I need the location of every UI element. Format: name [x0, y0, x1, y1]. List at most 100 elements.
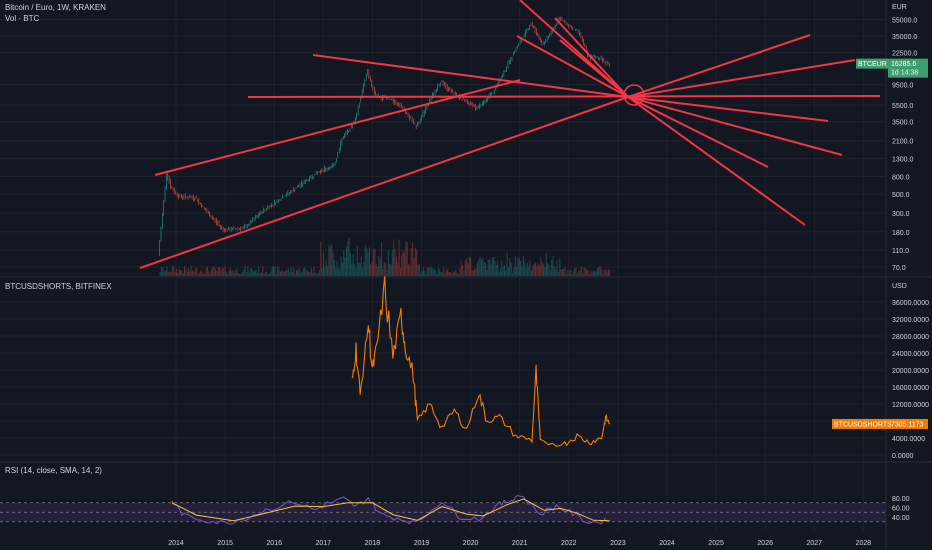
volume-bar: [351, 263, 353, 276]
volume-bar: [472, 270, 474, 276]
volume-bar: [509, 258, 511, 276]
volume-bar: [294, 273, 296, 276]
volume-bar: [536, 265, 538, 276]
volume-bar: [514, 256, 516, 276]
price-tick-label: 70.0: [892, 265, 906, 272]
volume-bar: [356, 245, 358, 276]
volume-bar: [314, 272, 316, 276]
rsi-title: RSI (14, close, SMA, 14, 2): [5, 466, 102, 475]
volume-bar: [576, 273, 578, 276]
volume-bar: [297, 270, 299, 276]
shorts-tick-label: 0.0000: [892, 453, 914, 460]
volume-bar: [256, 272, 258, 276]
volume-bar: [397, 262, 399, 276]
volume-bar: [609, 270, 611, 276]
volume-bar: [571, 273, 573, 276]
volume-bar: [175, 268, 177, 276]
volume-bar: [497, 260, 499, 276]
volume-bar: [529, 260, 531, 276]
shorts-tick-label: 28000.0000: [892, 334, 929, 341]
volume-bar: [227, 273, 229, 276]
volume-bar: [362, 268, 364, 276]
volume-bar: [278, 268, 280, 276]
volume-bar: [421, 271, 423, 276]
shorts-symbol-text: BTCUSDSHORTS: [834, 421, 892, 428]
volume-bar: [517, 258, 519, 276]
volume-bar: [171, 267, 173, 276]
volume-bar: [532, 265, 534, 276]
volume-bar: [505, 270, 507, 276]
volume-bar: [348, 238, 350, 276]
volume-bar: [213, 266, 215, 276]
volume-bar: [560, 268, 562, 276]
volume-bar: [271, 267, 273, 276]
volume-bar: [308, 272, 310, 276]
volume-bar: [205, 267, 207, 276]
volume-bar: [574, 268, 576, 276]
volume-bar: [578, 271, 580, 276]
volume-bar: [433, 269, 435, 276]
volume-bar: [381, 242, 383, 276]
volume-bar: [587, 269, 589, 276]
x-tick-label: 2018: [365, 540, 381, 547]
volume-bar: [387, 250, 389, 276]
volume-bar: [264, 271, 267, 276]
volume-bar: [359, 263, 361, 276]
x-tick-label: 2022: [561, 540, 577, 547]
volume-bar: [360, 256, 362, 276]
volume-bar: [219, 267, 221, 276]
volume-bar: [418, 264, 420, 276]
volume-bar: [173, 266, 175, 276]
volume-bar: [605, 269, 607, 276]
volume-bar: [309, 272, 311, 276]
volume-bar: [452, 270, 454, 276]
volume-bar: [358, 262, 360, 276]
volume-bar: [439, 269, 441, 276]
volume-bar: [177, 273, 179, 276]
volume-bar: [170, 272, 172, 276]
volume-bar: [243, 268, 245, 276]
volume-bar: [468, 256, 470, 276]
volume-bar: [544, 267, 546, 276]
volume-bar: [541, 262, 543, 276]
volume-bar: [236, 268, 238, 276]
volume-bar: [376, 266, 379, 276]
x-tick-label: 2021: [512, 540, 528, 547]
price-tick-label: 500.0: [892, 192, 910, 199]
volume-bar: [401, 254, 403, 276]
volume-bar: [524, 261, 526, 276]
volume-bar: [231, 270, 233, 276]
volume-bar: [383, 262, 385, 276]
volume-bar: [223, 268, 225, 276]
volume-bar: [443, 267, 445, 276]
volume-bar: [301, 272, 303, 276]
volume-bar: [340, 256, 342, 276]
volume-bar: [416, 250, 418, 276]
volume-bar: [341, 262, 343, 276]
volume-bar: [293, 268, 295, 276]
volume-bar: [221, 267, 223, 276]
volume-bar: [198, 272, 200, 276]
shorts-badge: [832, 418, 928, 429]
price-tick-label: 800.0: [892, 175, 910, 182]
volume-bar: [525, 268, 527, 276]
volume-bar: [166, 266, 168, 276]
volume-bar: [399, 267, 402, 276]
volume-bar: [537, 263, 539, 276]
volume-bar: [572, 271, 574, 276]
volume-bar: [391, 249, 393, 276]
volume-bar: [484, 262, 487, 276]
volume-bar: [456, 272, 458, 276]
volume-bar: [182, 272, 184, 276]
volume-bar: [464, 260, 466, 276]
volume-bar: [498, 271, 500, 276]
volume-bar: [259, 273, 261, 276]
btc-symbol-text: BTCEUR: [858, 61, 887, 68]
price-tick-label: 3500.0: [892, 120, 914, 127]
volume-bar: [394, 248, 396, 276]
volume-bar: [526, 262, 528, 276]
volume-bar: [408, 263, 410, 276]
shorts-tick-label: 32000.0000: [892, 317, 929, 324]
volume-bar: [478, 259, 480, 276]
